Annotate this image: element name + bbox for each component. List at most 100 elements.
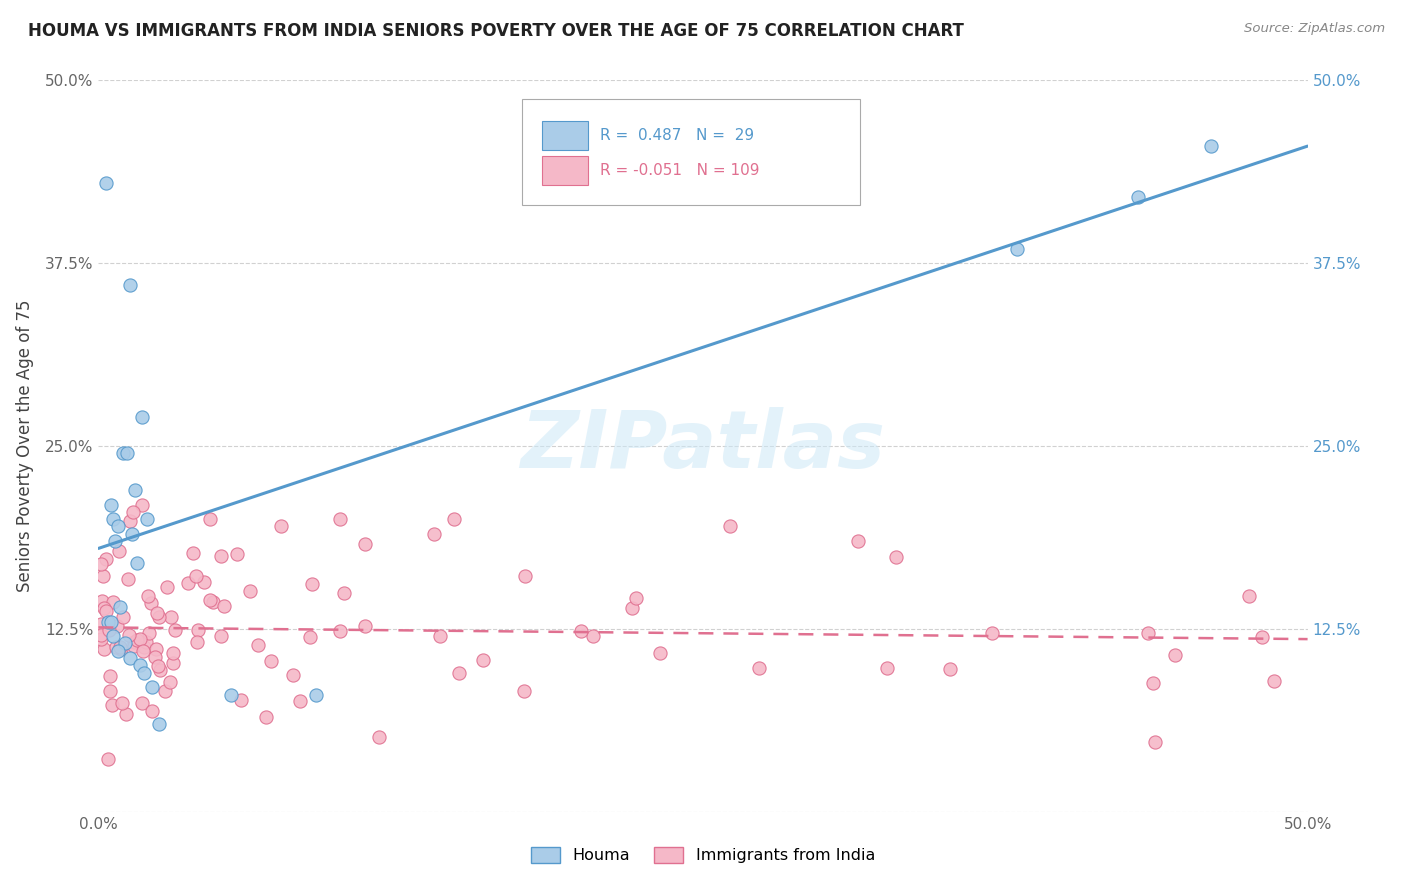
Point	[281, 667, 304, 681]
Point	[260, 654, 283, 668]
Point	[98, 623, 121, 637]
Point	[121, 506, 143, 520]
Point	[90, 617, 112, 632]
Point	[104, 534, 127, 549]
Point	[1263, 674, 1285, 689]
Point	[118, 514, 141, 528]
Point	[162, 656, 184, 670]
Point	[101, 512, 124, 526]
Point	[129, 632, 152, 646]
Point	[91, 594, 114, 608]
Point	[354, 537, 377, 551]
Point	[148, 717, 170, 731]
Point	[1250, 630, 1272, 644]
Point	[143, 650, 166, 665]
Point	[105, 640, 128, 654]
Point	[146, 658, 169, 673]
Point	[569, 624, 592, 638]
Point	[90, 628, 112, 642]
FancyBboxPatch shape	[522, 99, 860, 204]
Point	[115, 707, 138, 722]
Text: HOUMA VS IMMIGRANTS FROM INDIA SENIORS POVERTY OVER THE AGE OF 75 CORRELATION CH: HOUMA VS IMMIGRANTS FROM INDIA SENIORS P…	[28, 22, 965, 40]
Point	[846, 534, 869, 549]
Point	[96, 603, 118, 617]
Point	[145, 642, 167, 657]
Point	[91, 568, 114, 582]
Point	[329, 512, 352, 526]
Point	[138, 589, 160, 603]
Point	[1142, 676, 1164, 690]
Point	[165, 623, 187, 637]
Point	[131, 409, 153, 424]
Point	[98, 684, 121, 698]
Point	[187, 623, 209, 637]
Point	[582, 629, 605, 643]
Point	[101, 629, 124, 643]
Point	[96, 552, 118, 566]
Point	[748, 661, 770, 675]
Point	[149, 663, 172, 677]
Point	[127, 633, 149, 648]
Point	[90, 558, 112, 572]
Point	[1128, 190, 1150, 204]
Point	[981, 626, 1004, 640]
Point	[186, 634, 208, 648]
Point	[1239, 589, 1261, 603]
Point	[254, 709, 277, 723]
FancyBboxPatch shape	[543, 120, 588, 150]
Point	[117, 446, 139, 460]
Point	[429, 629, 451, 643]
Point	[107, 619, 129, 633]
Point	[124, 483, 146, 497]
Point	[131, 697, 153, 711]
Point	[270, 519, 292, 533]
Point	[229, 693, 252, 707]
Point	[94, 176, 117, 190]
Point	[288, 694, 311, 708]
Point	[101, 698, 124, 712]
Point	[128, 658, 150, 673]
Point	[1136, 626, 1159, 640]
Point	[132, 640, 155, 655]
Point	[225, 547, 247, 561]
Point	[186, 569, 208, 583]
Point	[718, 519, 741, 533]
Point	[118, 628, 141, 642]
Point	[443, 512, 465, 526]
Point	[110, 641, 132, 656]
Text: R = -0.051   N = 109: R = -0.051 N = 109	[600, 162, 759, 178]
Point	[122, 635, 145, 649]
Point	[108, 640, 131, 655]
Point	[100, 615, 122, 629]
Point	[159, 674, 181, 689]
Point	[198, 512, 221, 526]
Point	[141, 681, 163, 695]
Point	[138, 625, 160, 640]
Point	[513, 684, 536, 698]
Point	[209, 549, 232, 563]
Point	[624, 591, 647, 605]
Point	[98, 669, 121, 683]
Point	[876, 661, 898, 675]
Point	[118, 651, 141, 665]
Point	[155, 684, 177, 698]
Point	[198, 593, 221, 607]
Point	[650, 646, 672, 660]
Point	[181, 545, 204, 559]
Point	[141, 704, 163, 718]
Point	[301, 577, 323, 591]
Text: ZIPatlas: ZIPatlas	[520, 407, 886, 485]
Point	[108, 599, 131, 614]
Point	[939, 661, 962, 675]
Point	[93, 600, 115, 615]
Point	[246, 638, 269, 652]
Point	[447, 666, 470, 681]
Point	[108, 544, 131, 558]
Point	[135, 634, 157, 648]
Point	[117, 572, 139, 586]
Point	[1163, 648, 1185, 663]
Point	[305, 688, 328, 702]
Point	[111, 609, 134, 624]
Point	[193, 574, 215, 589]
Point	[471, 653, 494, 667]
